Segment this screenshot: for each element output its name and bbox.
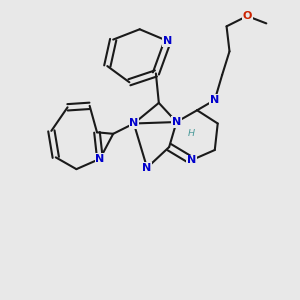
Text: N: N [95, 154, 105, 164]
Text: O: O [242, 11, 252, 21]
Text: N: N [172, 117, 181, 127]
Text: N: N [163, 36, 172, 46]
Text: N: N [187, 155, 196, 165]
Text: N: N [142, 163, 152, 173]
Text: N: N [129, 118, 138, 128]
Text: H: H [188, 129, 195, 138]
Text: N: N [210, 95, 219, 105]
